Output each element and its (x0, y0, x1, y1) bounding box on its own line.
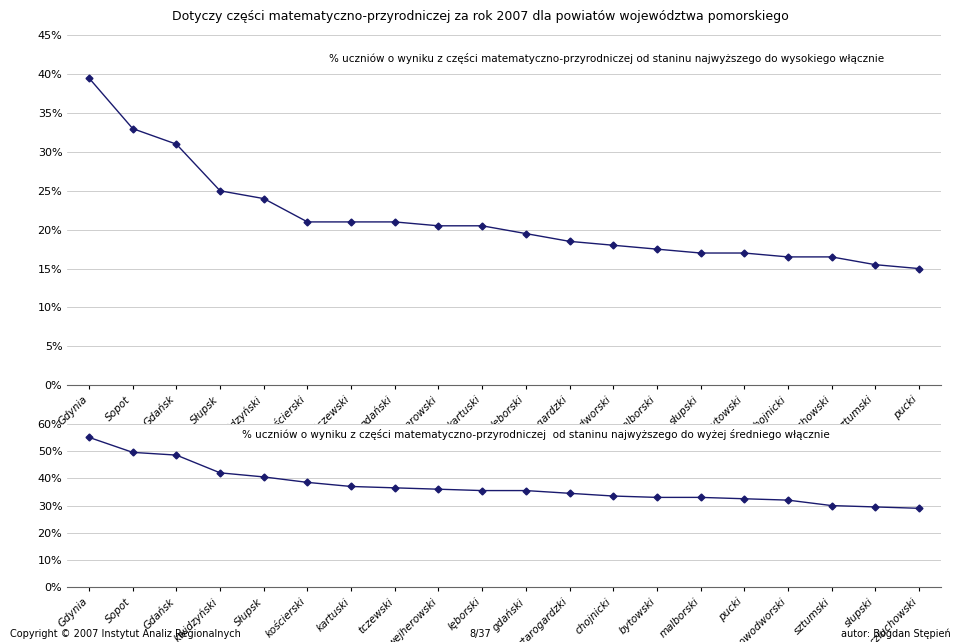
Text: Dotyczy części matematyczno-przyrodniczej za rok 2007 dla powiatów województwa p: Dotyczy części matematyczno-przyrodnicze… (172, 10, 788, 22)
Text: 8/37: 8/37 (469, 629, 491, 639)
Text: % uczniów o wyniku z części matematyczno-przyrodniczej od staninu najwyższego do: % uczniów o wyniku z części matematyczno… (329, 53, 884, 64)
Text: autor: Bogdan Stępień: autor: Bogdan Stępień (841, 629, 950, 639)
Text: % uczniów o wyniku z części matematyczno-przyrodniczej  od staninu najwyższego d: % uczniów o wyniku z części matematyczno… (242, 429, 829, 440)
Text: Copyright © 2007 Instytut Analiz Regionalnych: Copyright © 2007 Instytut Analiz Regiona… (10, 629, 240, 639)
